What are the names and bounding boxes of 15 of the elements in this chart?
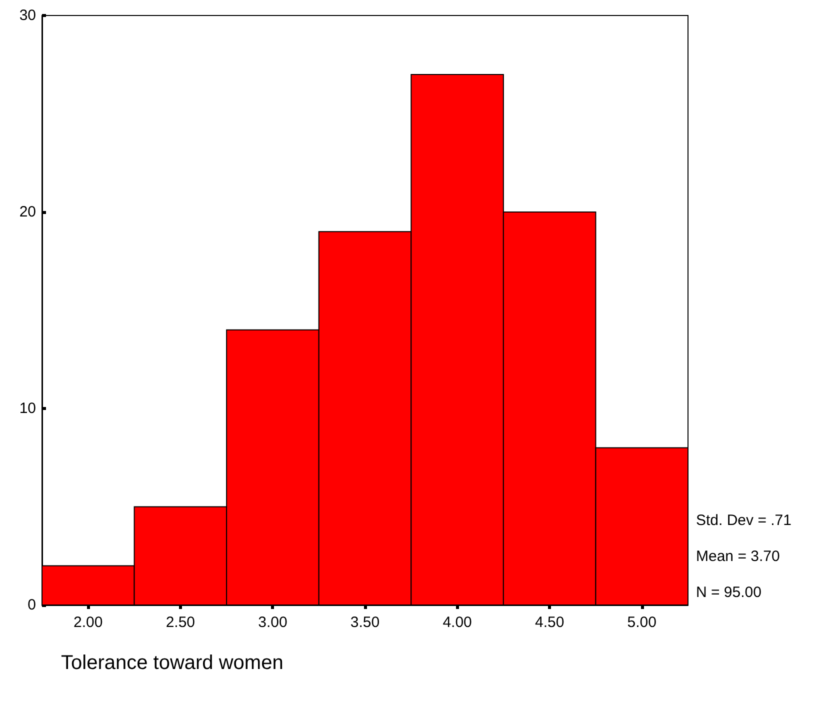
x-tick-label: 3.00 [258,614,288,631]
text: Std. Dev = .71 [696,512,792,529]
x-tick-label: 2.00 [74,614,103,631]
y-tick-label: 10 [19,400,36,417]
x-tick-label: 4.50 [534,614,564,631]
y-tick-label: 30 [19,7,36,24]
x-tick-label: 2.50 [166,614,196,631]
text: Mean = 3.70 [696,548,780,565]
x-tick-label: 3.50 [350,614,380,631]
y-tick-label: 0 [28,596,36,614]
x-axis-title: Tolerance toward women [61,652,284,674]
x-tick-label: 5.00 [627,614,656,631]
y-tick-label: 20 [19,204,36,220]
x-tick-label: 4.00 [442,614,472,631]
text: N = 95.00 [696,584,762,601]
